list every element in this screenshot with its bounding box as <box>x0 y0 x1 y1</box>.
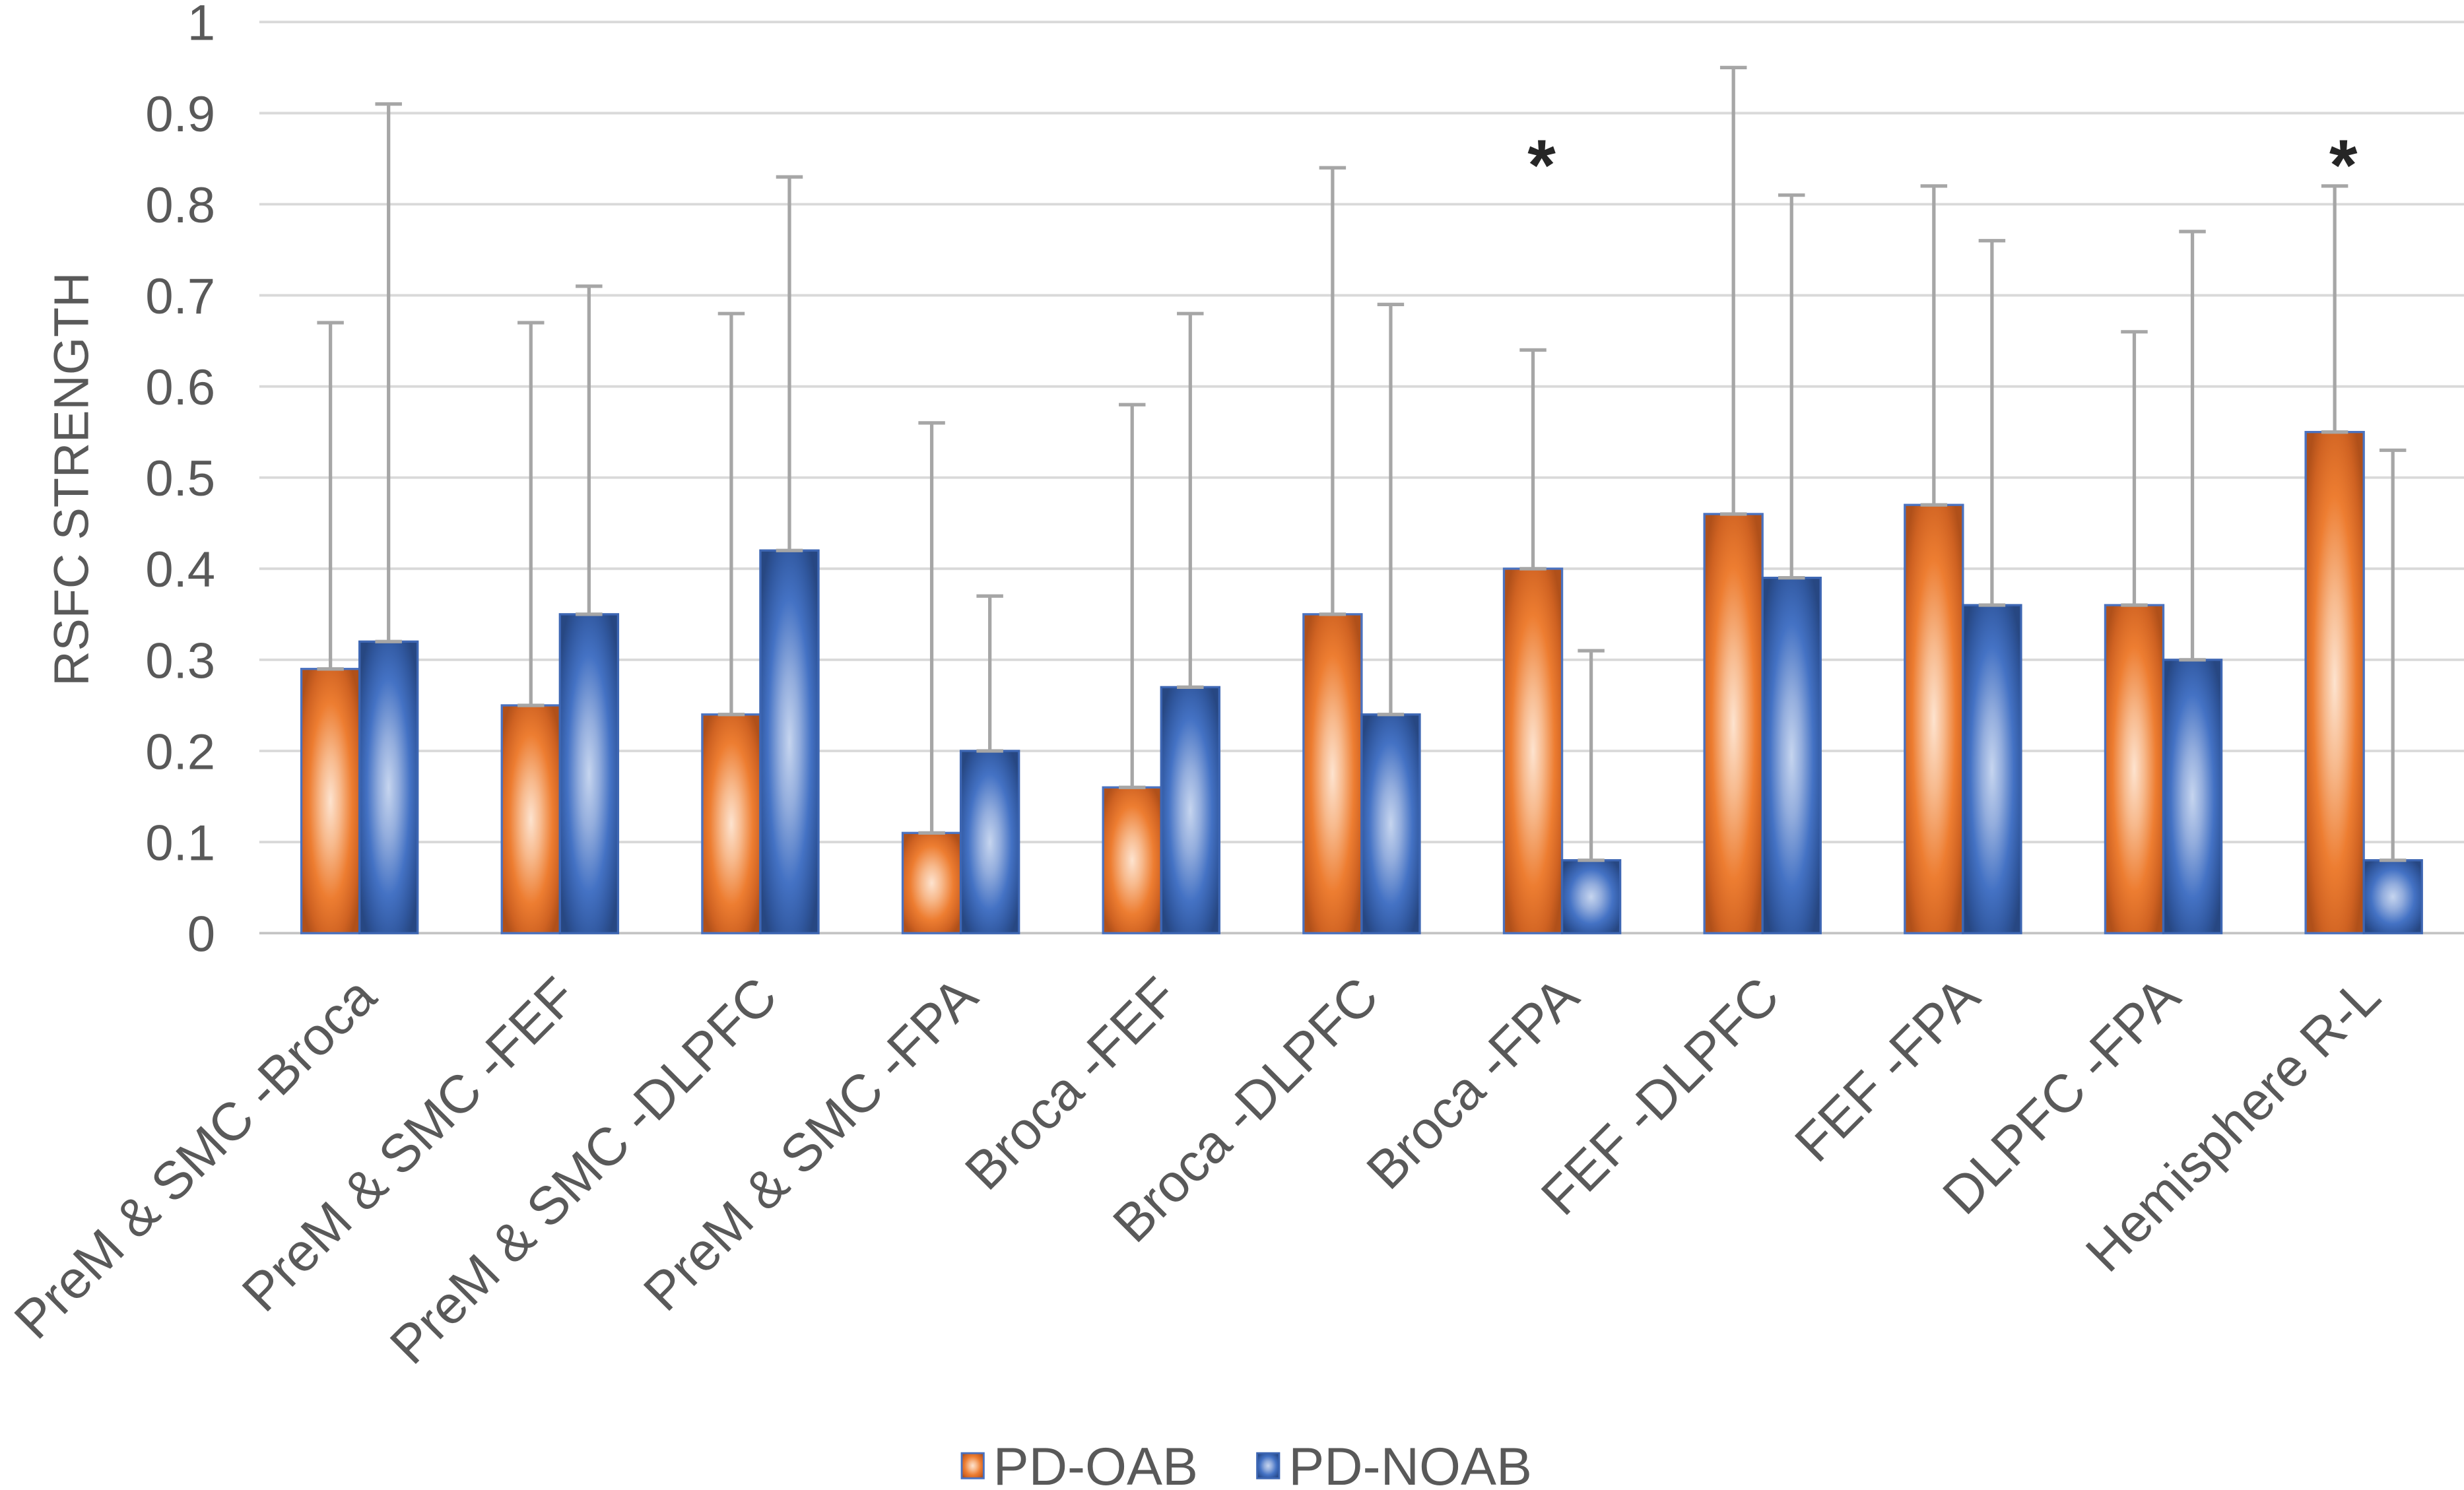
bar-pd-noab <box>759 549 820 934</box>
y-tick-label: 0.2 <box>145 724 215 780</box>
y-tick-label: 0.9 <box>145 86 215 143</box>
bar-pd-noab <box>358 640 419 934</box>
y-tick-label: 0.8 <box>145 178 215 234</box>
x-tick-label: PreM & SMC -DLPFC <box>379 966 788 1375</box>
y-tick-label: 1 <box>187 0 215 51</box>
bar-pd-oab <box>500 704 561 934</box>
y-tick-label: 0.3 <box>145 633 215 689</box>
y-tick-label: 0 <box>187 907 215 963</box>
bar-pd-noab <box>959 750 1020 934</box>
error-bars <box>317 65 2407 862</box>
y-axis-tick-labels: 0 0.1 0.2 0.3 0.4 0.5 0.6 0.7 0.8 0.9 1 <box>145 0 215 963</box>
y-tick-label: 0.5 <box>145 451 215 507</box>
bar-pd-noab <box>1160 686 1220 934</box>
legend-swatch-pd-noab <box>1256 1452 1281 1479</box>
bar-pd-noab <box>2162 659 2223 934</box>
bar-pd-oab <box>1502 567 1564 934</box>
legend-label-pd-noab: PD-NOAB <box>1288 1437 1532 1490</box>
significance-asterisk: * <box>2329 125 2358 206</box>
bar-pd-oab <box>1102 786 1162 934</box>
bar-pd-oab <box>2104 604 2165 934</box>
legend: PD-OAB PD-NOAB <box>960 1437 1532 1490</box>
bars <box>300 431 2423 934</box>
significance-annotations: * * <box>1527 125 2358 206</box>
legend-item-pd-noab: PD-NOAB <box>1256 1437 1532 1490</box>
bar-pd-oab <box>1703 513 1764 934</box>
legend-label-pd-oab: PD-OAB <box>993 1437 1198 1490</box>
bar-pd-oab <box>1904 503 1964 934</box>
x-tick-label: FEF -FPA <box>1784 966 1991 1173</box>
bar-pd-oab <box>2304 431 2365 934</box>
x-tick-label: PreM & SMC -FPA <box>633 966 989 1322</box>
bar-pd-noab <box>1761 576 1822 934</box>
legend-swatch-pd-oab <box>960 1452 985 1479</box>
bar-pd-noab <box>1962 604 2022 934</box>
gridlines <box>259 20 2464 935</box>
bar-pd-oab <box>300 668 361 934</box>
bar-pd-oab <box>901 831 962 934</box>
y-tick-label: 0.4 <box>145 542 215 598</box>
y-tick-label: 0.1 <box>145 815 215 871</box>
bar-pd-oab <box>1302 613 1363 934</box>
y-tick-label: 0.6 <box>145 360 215 416</box>
x-tick-label: PreM & SMC -FEF <box>231 966 588 1323</box>
y-axis-title: RSFC STRENGTH <box>44 272 98 686</box>
bar-pd-oab <box>701 713 762 934</box>
bar-pd-noab <box>1560 859 1622 934</box>
bar-pd-noab <box>2362 859 2423 934</box>
legend-item-pd-oab: PD-OAB <box>960 1437 1198 1490</box>
significance-asterisk: * <box>1527 125 1556 206</box>
x-tick-label: PreM & SMC -Broca <box>3 966 388 1351</box>
bar-pd-noab <box>1360 713 1421 934</box>
bar-pd-noab <box>558 613 620 934</box>
y-tick-label: 0.7 <box>145 269 215 325</box>
